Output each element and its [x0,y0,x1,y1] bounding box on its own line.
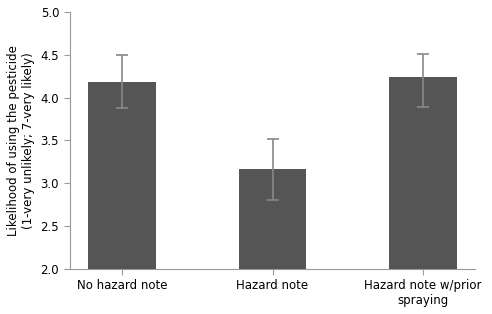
Bar [88,82,156,269]
Bar [239,169,307,269]
Bar [389,77,457,269]
Y-axis label: Likelihood of using the pesticide
(1-very unlikely; 7-very likely): Likelihood of using the pesticide (1-ver… [7,45,35,236]
